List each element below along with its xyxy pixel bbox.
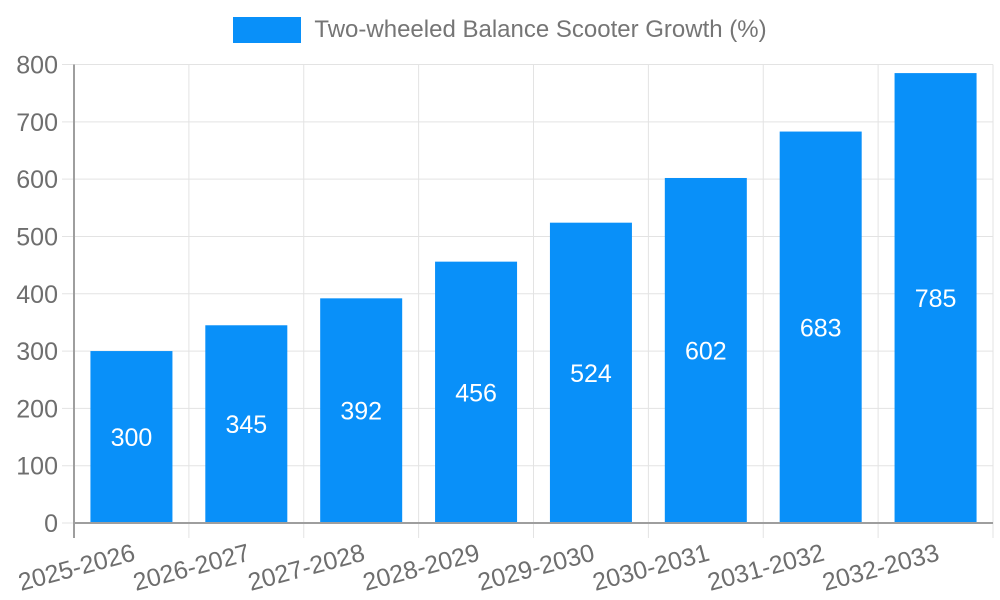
bar-value-label: 300 xyxy=(111,424,153,452)
bar[interactable] xyxy=(779,131,862,524)
x-tick-label: 2025-2026 xyxy=(15,539,138,597)
x-tick-label: 2031-2032 xyxy=(705,539,828,597)
bar-value-label: 345 xyxy=(225,411,267,439)
bar-value-label: 456 xyxy=(455,379,497,407)
x-tick-label: 2026-2027 xyxy=(130,539,253,597)
y-tick-label: 700 xyxy=(16,109,58,137)
x-tick-label: 2030-2031 xyxy=(590,539,713,597)
bar[interactable] xyxy=(90,351,173,523)
bar[interactable] xyxy=(894,73,977,524)
y-tick-label: 800 xyxy=(16,52,58,80)
bar[interactable] xyxy=(205,325,288,523)
x-tick-label: 2032-2033 xyxy=(819,539,942,597)
legend-swatch xyxy=(233,17,302,43)
bar[interactable] xyxy=(549,222,632,523)
bar[interactable] xyxy=(435,261,518,523)
y-tick-label: 400 xyxy=(16,281,58,309)
y-tick-label: 200 xyxy=(16,395,58,423)
bar-value-label: 785 xyxy=(915,285,957,313)
x-tick-label: 2028-2029 xyxy=(360,539,483,597)
x-tick-label: 2029-2030 xyxy=(475,539,598,597)
bar-value-label: 602 xyxy=(685,337,727,365)
bar[interactable] xyxy=(320,298,403,523)
bar[interactable] xyxy=(664,177,747,523)
y-tick-label: 0 xyxy=(44,510,58,538)
y-tick-label: 500 xyxy=(16,223,58,251)
legend[interactable]: Two-wheeled Balance Scooter Growth (%) xyxy=(0,15,1000,45)
y-tick-label: 300 xyxy=(16,338,58,366)
legend-label: Two-wheeled Balance Scooter Growth (%) xyxy=(314,16,767,43)
bar-value-label: 524 xyxy=(570,360,612,388)
y-tick-label: 600 xyxy=(16,166,58,194)
bar-value-label: 392 xyxy=(340,398,382,426)
x-tick-label: 2027-2028 xyxy=(245,539,368,597)
bar-value-label: 683 xyxy=(800,314,842,342)
y-tick-label: 100 xyxy=(16,453,58,481)
